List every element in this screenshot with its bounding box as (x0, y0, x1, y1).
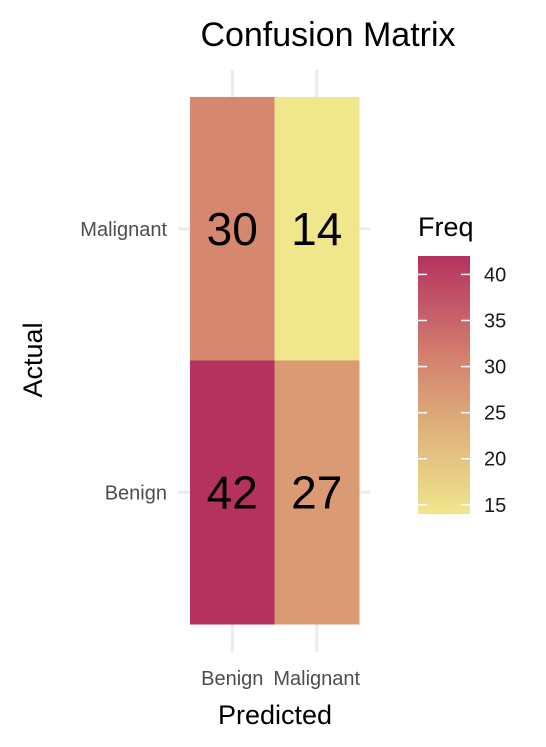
cell-benign-malignant (274, 360, 360, 625)
legend: Freq 15 20 25 30 35 40 (418, 212, 506, 517)
legend-tick-label: 30 (484, 357, 506, 379)
cell-malignant-malignant (274, 97, 360, 361)
y-tick-malignant: Malignant (80, 219, 167, 241)
chart-title: Confusion Matrix (200, 16, 455, 54)
x-tick-labels: Benign Malignant (201, 668, 360, 690)
legend-tick-label: 20 (484, 449, 506, 471)
legend-ticks: 15 20 25 30 35 40 (418, 264, 506, 517)
cell-benign-benign (190, 360, 275, 625)
y-tick-labels: Benign Malignant (80, 219, 167, 505)
x-tick-benign: Benign (201, 668, 263, 690)
legend-tick-label: 15 (484, 495, 506, 517)
cell-labels: 30 14 42 27 (207, 203, 343, 519)
x-tick-malignant: Malignant (273, 668, 360, 690)
cell-malignant-benign (190, 97, 275, 361)
heatmap-cells (190, 97, 360, 625)
cell-label-malignant-benign: 30 (207, 203, 258, 255)
y-axis-title: Actual (18, 322, 48, 397)
legend-colorbar (418, 256, 470, 514)
cell-label-benign-benign: 42 (207, 466, 258, 518)
legend-tick-label: 25 (484, 403, 506, 425)
y-tick-benign: Benign (105, 482, 167, 504)
legend-title: Freq (418, 212, 474, 242)
x-axis-title: Predicted (218, 700, 332, 730)
cell-label-malignant-malignant: 14 (291, 203, 342, 255)
legend-tick-label: 35 (484, 311, 506, 333)
legend-tick-label: 40 (484, 264, 506, 286)
cell-label-benign-malignant: 27 (291, 466, 342, 518)
